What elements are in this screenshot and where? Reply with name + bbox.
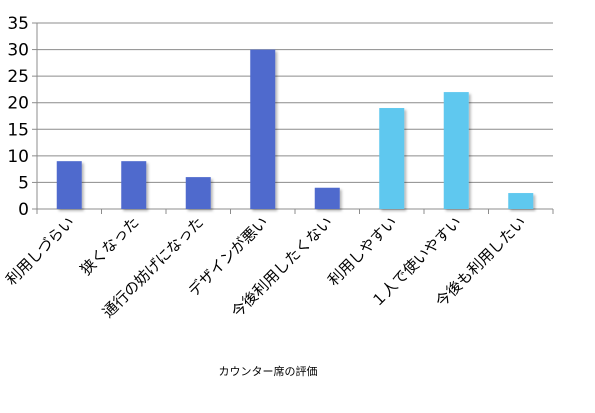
bar: [443, 92, 469, 209]
y-tick-label: 20: [7, 94, 29, 114]
bar: [56, 161, 82, 209]
category-label: 利用しづらい: [2, 213, 78, 289]
category-labels: 利用しづらい狭くなった通行の妨げになったデザインが悪い今後利用したくない利用しや…: [2, 213, 529, 321]
y-tick-label: 10: [7, 147, 29, 167]
y-tick-label: 15: [7, 120, 29, 140]
y-tick-labels: 0 5 10 15 20 25 30 35: [7, 14, 29, 220]
bar: [508, 193, 534, 209]
bars: [56, 49, 534, 210]
y-tick-label: 5: [18, 173, 29, 193]
y-tick-label: 0: [18, 200, 29, 220]
gridlines: [37, 22, 553, 183]
axes: [32, 22, 554, 214]
y-tick-label: 30: [7, 41, 29, 61]
bar: [250, 49, 276, 210]
y-tick-label: 35: [7, 14, 29, 34]
bar: [379, 108, 405, 209]
x-axis-title: カウンター席の評価: [219, 364, 318, 378]
category-label: 狭くなった: [77, 213, 143, 279]
bar: [185, 177, 211, 209]
bar: [314, 187, 340, 209]
bar: [121, 161, 147, 209]
y-tick-label: 25: [7, 67, 29, 87]
